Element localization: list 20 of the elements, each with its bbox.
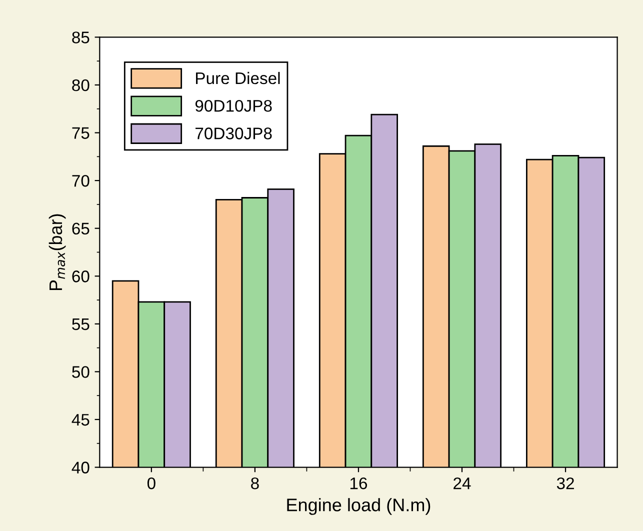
legend-label: 90D10JP8 xyxy=(195,100,272,112)
y-tick-label: 60 xyxy=(72,270,90,282)
x-tick-label: 32 xyxy=(556,477,574,490)
y-tick-label: 75 xyxy=(72,127,90,139)
legend-label: 70D30JP8 xyxy=(196,128,272,140)
y-tick-label: 50 xyxy=(72,366,90,378)
y-tick-label: 45 xyxy=(72,414,90,426)
x-tick-label: 16 xyxy=(350,477,368,490)
x-axis-title: Engine load (N.m) xyxy=(287,498,430,515)
x-tick-label: 0 xyxy=(147,477,156,490)
y-tick-label: 65 xyxy=(72,222,90,235)
legend-label: Pure Diesel xyxy=(196,72,280,84)
x-tick-label: 8 xyxy=(251,477,259,490)
y-tick-label: 40 xyxy=(72,462,90,474)
y-tick-label: 55 xyxy=(72,318,90,330)
y-tick-label: 80 xyxy=(72,79,90,92)
y-tick-label: 85 xyxy=(72,32,90,44)
y-tick-label: 70 xyxy=(72,174,90,187)
x-tick-label: 24 xyxy=(454,477,471,490)
y-axis-title: P$_{max}$(bar) xyxy=(48,214,66,290)
